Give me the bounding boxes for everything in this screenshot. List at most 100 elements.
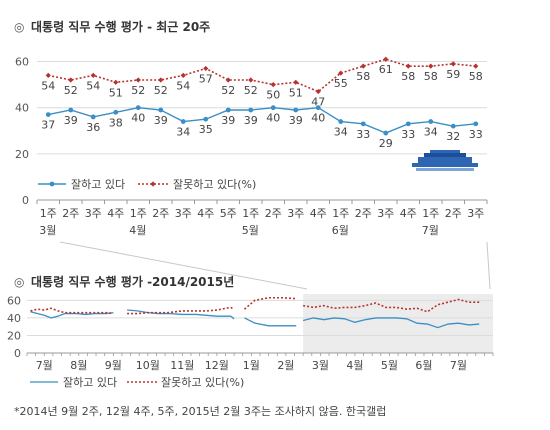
series-line-approve [244, 317, 297, 327]
legend-marker [150, 181, 156, 187]
data-label: 47 [311, 96, 325, 109]
data-point [293, 79, 299, 85]
top-chart: 0 20 40 60 1주 2주 3주 4주 1주 2주 3주 4주 5주 1주 2주 3주 4주 1주 2주 3주 4… [15, 56, 488, 237]
data-label: 57 [199, 72, 213, 85]
data-label: 32 [446, 130, 460, 143]
legend-marker [49, 181, 55, 187]
title-bullet-icon: ◎ [14, 20, 24, 34]
series-line-approve [127, 309, 235, 320]
month-label: 4월 [129, 224, 146, 237]
series-line-disapprove [48, 58, 476, 93]
data-point [270, 105, 276, 111]
legend-label-disapprove: 잘못하고 있다(%) [161, 375, 244, 389]
month-label: 7월 [450, 359, 467, 372]
data-label: 35 [199, 123, 213, 136]
x-tick-label: 5주 [220, 207, 237, 220]
data-point [203, 65, 209, 72]
data-point [450, 61, 456, 67]
y-tick-label: 0 [22, 194, 29, 207]
data-point [135, 77, 141, 83]
data-label: 39 [154, 114, 168, 127]
y-tick-label: 60 [15, 56, 29, 69]
data-point [45, 112, 51, 118]
data-point [203, 116, 209, 122]
month-label: 8월 [70, 359, 87, 372]
data-point [293, 107, 299, 113]
x-tick-label: 1주 [332, 207, 349, 220]
data-point [383, 56, 389, 62]
x-tick-label: 3주 [85, 207, 102, 220]
data-label: 52 [154, 84, 168, 97]
month-label: 7월 [36, 359, 53, 372]
x-tick-label: 3주 [287, 207, 304, 220]
data-label: 58 [356, 70, 370, 83]
data-label: 51 [109, 86, 123, 99]
x-tick-label: 2주 [62, 207, 79, 220]
data-point [113, 79, 119, 85]
series-line-approve [48, 106, 476, 134]
data-label: 51 [289, 86, 303, 99]
month-label: 10월 [136, 359, 160, 372]
month-label: 3월 [39, 224, 56, 237]
data-point [180, 72, 186, 78]
data-label: 61 [379, 63, 393, 76]
title-bullet-icon: ◎ [14, 275, 24, 289]
data-label: 34 [424, 126, 438, 139]
x-tick-label: 3주 [175, 207, 192, 220]
month-label: 5월 [242, 224, 259, 237]
data-point [225, 77, 231, 83]
bottom-chart-legend: 잘하고 있다 잘못하고 있다(%) [30, 375, 244, 389]
bottom-chart: 0 20 40 60 7월 8월 9월 10월 11월 12월 1월 2월 3월 4월 5월 6월 7월 [7, 294, 494, 372]
month-label: 5월 [381, 359, 398, 372]
blue-house-icon [412, 150, 478, 171]
data-point [248, 107, 254, 113]
month-label: 6월 [415, 359, 432, 372]
data-label: 59 [446, 68, 460, 81]
month-label: 11월 [170, 359, 194, 372]
data-label: 52 [131, 84, 145, 97]
data-point [90, 72, 96, 78]
data-label: 37 [41, 119, 55, 132]
data-label: 52 [64, 84, 78, 97]
x-tick-label: 4주 [310, 207, 327, 220]
series-line-disapprove [30, 307, 114, 315]
top-chart-legend: 잘하고 있다 잘못하고 있다(%) [38, 177, 256, 191]
data-point [405, 63, 411, 69]
data-point [338, 70, 344, 76]
data-label: 34 [334, 126, 348, 139]
series-line-disapprove [303, 298, 480, 313]
zoom-connector-right [486, 241, 491, 290]
highlight-region [303, 294, 493, 353]
legend-label-approve: 잘하고 있다 [71, 177, 125, 191]
footnote: *2014년 9월 2주, 12월 4주, 5주, 2015년 2월 3주는 조… [14, 404, 386, 418]
x-tick-label: 2주 [445, 207, 462, 220]
data-point [45, 72, 51, 78]
data-point [405, 121, 411, 127]
data-label: 40 [131, 112, 145, 125]
data-label: 58 [469, 70, 483, 83]
legend-label-disapprove: 잘못하고 있다(%) [173, 177, 256, 191]
x-tick-label: 2주 [265, 207, 282, 220]
y-tick-label: 40 [15, 102, 29, 115]
data-label: 36 [86, 121, 100, 134]
x-tick-label: 1주 [242, 207, 259, 220]
data-label: 39 [289, 114, 303, 127]
x-tick-label: 2주 [152, 207, 169, 220]
data-point [428, 119, 434, 124]
data-label: 39 [221, 114, 235, 127]
data-point [473, 63, 479, 69]
data-point [473, 121, 479, 127]
x-tick-label: 4주 [400, 207, 417, 220]
month-label: 4월 [346, 359, 363, 372]
data-point [90, 114, 96, 120]
data-point [158, 77, 164, 83]
bottom-chart-title: 대통령 직무 수행 평가 -2014/2015년 [31, 274, 234, 289]
month-label: 1월 [243, 359, 260, 372]
data-point [315, 88, 321, 95]
y-tick-label: 20 [15, 148, 29, 161]
y-tick-label: 40 [7, 312, 21, 325]
data-label: 58 [424, 70, 438, 83]
data-point [68, 107, 74, 113]
data-label: 50 [266, 89, 280, 102]
